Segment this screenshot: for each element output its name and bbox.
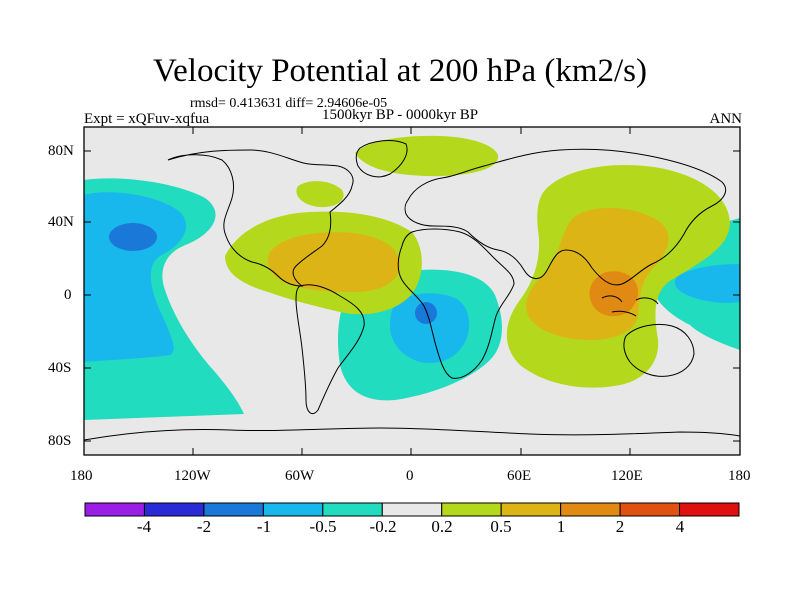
colorbar-label: 4	[675, 517, 685, 536]
colorbar-label: -0.5	[309, 517, 337, 536]
pacific-negative-center	[109, 223, 157, 251]
lon-label-180-west: 180	[70, 468, 93, 484]
lat-label-40s: 40S	[48, 360, 72, 376]
east-pacific-negative-core	[674, 264, 740, 303]
north-america-coast	[167, 149, 354, 287]
atlantic-negative-center	[415, 302, 437, 324]
stats-line: rmsd= 0.413631 diff= 2.94606e-05	[190, 96, 388, 111]
lat-label-40n: 40N	[48, 214, 74, 230]
africa-coast	[397, 228, 515, 379]
period-label: 1500kyr BP - 0000kyr BP	[322, 107, 479, 123]
north-america-positive-band	[296, 181, 344, 208]
lon-label-60w: 60W	[285, 468, 315, 484]
colorbar-swatch	[619, 502, 681, 517]
colorbar-label: 2	[615, 517, 625, 536]
colorbar-label: -1	[256, 517, 272, 536]
colorbar-label: -4	[136, 517, 152, 536]
lat-label-80s: 80S	[48, 433, 72, 449]
australia-coast	[623, 323, 695, 377]
colorbar-swatch	[143, 502, 205, 517]
antarctica-coast	[84, 427, 740, 441]
colorbar	[84, 502, 740, 517]
lon-label-120w: 120W	[174, 468, 211, 484]
colorbar-swatch	[500, 502, 562, 517]
arctic-positive-band	[355, 135, 499, 177]
colorbar-label: -2	[196, 517, 212, 536]
lon-label-0: 0	[406, 468, 414, 484]
experiment-label: Expt = xQFuv-xqfua	[84, 111, 210, 127]
atlantic-negative-core	[390, 293, 470, 364]
colorbar-swatch	[84, 502, 145, 517]
colorbar-swatch	[381, 502, 443, 517]
indonesia-coast	[601, 295, 659, 317]
lon-label-180-east: 180	[728, 468, 751, 484]
lon-label-60e: 60E	[507, 468, 532, 484]
contour-fill	[84, 135, 740, 420]
lat-ticks	[84, 150, 740, 442]
greenland-coast	[355, 140, 408, 178]
lat-label-0: 0	[64, 287, 72, 303]
lon-label-120e: 120E	[611, 468, 643, 484]
lat-label-80n: 80N	[48, 143, 74, 159]
americas-positive-core	[267, 232, 400, 292]
colorbar-swatch	[322, 502, 383, 517]
colorbar-swatch	[262, 502, 324, 517]
coastlines	[84, 140, 740, 441]
colorbar-label: 0.5	[490, 517, 512, 536]
colorbar-label: -0.2	[369, 517, 397, 536]
map-frame	[83, 126, 741, 456]
colorbar-swatch	[441, 502, 502, 517]
colorbar-label: 0.2	[431, 517, 453, 536]
plot-title: Velocity Potential at 200 hPa (km2/s)	[152, 53, 648, 89]
south-america-coast	[295, 284, 365, 415]
lon-ticks	[192, 127, 631, 455]
season-label: ANN	[709, 111, 743, 127]
eurasia-coast	[404, 148, 727, 286]
colorbar-swatch	[203, 502, 264, 517]
colorbar-swatch	[679, 502, 740, 517]
colorbar-label: 1	[556, 517, 566, 536]
colorbar-swatch	[560, 502, 621, 517]
